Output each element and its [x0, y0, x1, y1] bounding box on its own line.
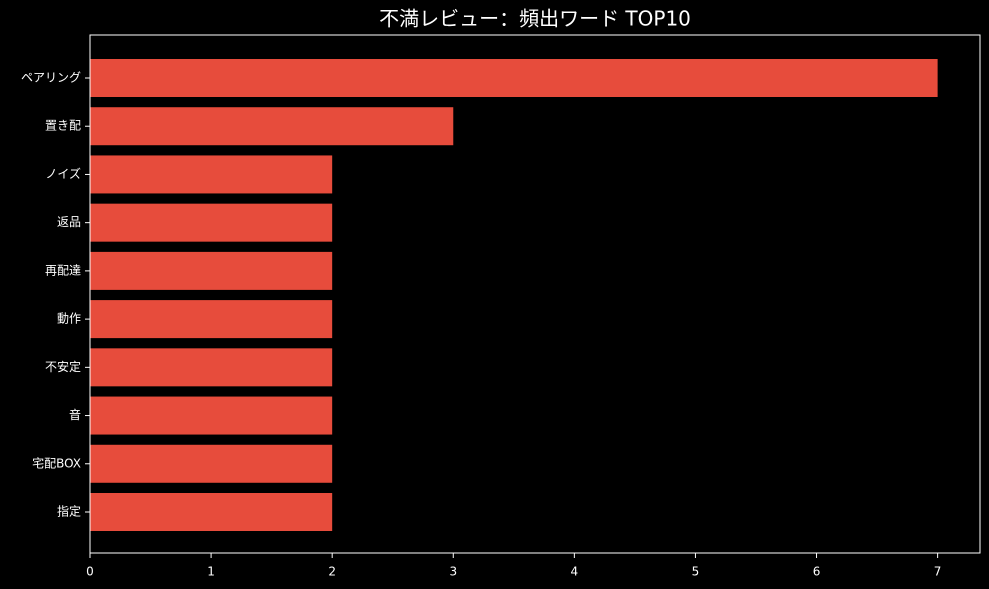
bar [90, 348, 333, 387]
bar [90, 203, 333, 242]
plot-frame [89, 34, 981, 554]
x-tick-label: 1 [207, 565, 215, 579]
y-tick-label: 置き配 [45, 119, 81, 133]
x-tick-label: 2 [328, 565, 336, 579]
x-tick-label: 5 [692, 565, 700, 579]
bar [90, 251, 333, 290]
bar [90, 493, 333, 531]
y-tick-label: 不安定 [45, 359, 81, 374]
y-tick-label: 指定 [57, 504, 81, 519]
bar [90, 300, 333, 339]
bar [90, 444, 333, 483]
x-tick-label: 7 [934, 565, 942, 579]
y-tick-label: ノイズ [45, 166, 81, 181]
bar [90, 155, 333, 194]
y-tick-label: 再配達 [45, 263, 81, 277]
x-tick-label: 0 [86, 565, 94, 579]
x-tick-label: 3 [449, 565, 457, 579]
y-tick-label: 返品 [57, 215, 81, 229]
y-tick-label: 動作 [57, 312, 81, 326]
chart-title: 不満レビュー：頻出ワード TOP10 [379, 7, 691, 31]
x-tick-label: 6 [813, 565, 821, 579]
x-tick-label: 4 [571, 565, 579, 579]
y-tick-label: ペアリング [21, 71, 81, 85]
bar [90, 396, 333, 435]
bar [90, 107, 454, 146]
y-tick-label: 音 [69, 407, 81, 422]
y-tick-label: 宅配BOX [32, 455, 81, 470]
bar [90, 59, 938, 97]
